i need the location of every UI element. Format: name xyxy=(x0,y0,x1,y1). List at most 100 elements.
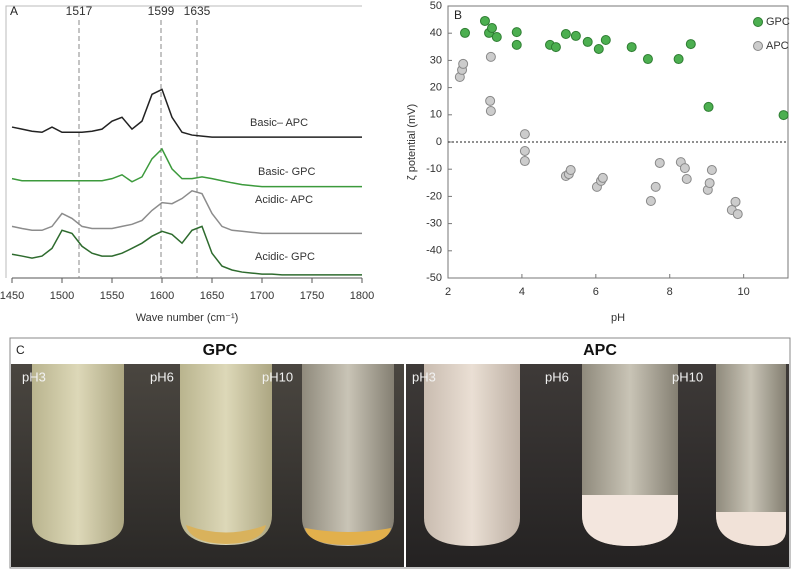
data-point xyxy=(732,209,743,220)
data-point xyxy=(704,178,715,189)
sediment xyxy=(186,525,266,544)
data-point xyxy=(681,173,692,184)
panel-frame xyxy=(5,5,362,278)
annotation-label: 1517 xyxy=(66,4,93,18)
series-label: Acidic- APC xyxy=(255,194,313,206)
annotation-label: 1635 xyxy=(184,4,211,18)
y-tick-label: 0 xyxy=(436,136,442,148)
x-tick-label: 1500 xyxy=(50,290,74,302)
series-label: Basic- GPC xyxy=(258,166,316,178)
data-point xyxy=(706,165,717,176)
data-point xyxy=(582,36,593,47)
data-point xyxy=(519,129,530,140)
tube-label: pH3 xyxy=(22,369,46,384)
y-axis-label: ζ potential (mV) xyxy=(406,104,418,180)
series-label: Acidic- GPC xyxy=(255,251,315,263)
data-point xyxy=(593,43,604,54)
group-title: APC xyxy=(583,342,617,359)
legend-marker xyxy=(753,41,763,51)
x-tick-label: 1700 xyxy=(250,290,274,302)
tube-label: pH6 xyxy=(545,369,569,384)
sediment xyxy=(305,528,391,545)
panel-label: C xyxy=(16,343,25,357)
panel-b: B -50 -40 -30 -20 -10 0 10 20 30 40 50 2 4 6 8 10 pH ζ pot… xyxy=(406,0,790,324)
data-point xyxy=(626,42,637,53)
data-point xyxy=(519,145,530,156)
data-point xyxy=(673,54,684,65)
data-point xyxy=(650,181,661,192)
y-tick-label: -30 xyxy=(426,218,442,230)
legend-label: APC xyxy=(766,40,789,52)
y-tick-label: -50 xyxy=(426,272,442,284)
sediment xyxy=(582,495,678,546)
y-tick-label: 30 xyxy=(430,54,442,66)
spectrum xyxy=(11,225,362,276)
panel-label: B xyxy=(454,8,462,22)
data-point xyxy=(778,110,789,121)
data-point xyxy=(519,156,530,167)
y-tick-label: 20 xyxy=(430,82,442,94)
legend-marker xyxy=(753,17,763,27)
data-point xyxy=(703,101,714,112)
tube-label: pH3 xyxy=(412,369,436,384)
data-point xyxy=(491,32,502,43)
tube xyxy=(424,364,520,546)
data-point xyxy=(645,196,656,207)
data-point xyxy=(511,39,522,50)
x-tick-label: 1550 xyxy=(100,290,124,302)
data-point xyxy=(458,58,469,69)
data-point xyxy=(730,196,741,207)
y-tick-label: 50 xyxy=(430,0,442,12)
data-point xyxy=(642,54,653,65)
data-point xyxy=(570,30,581,41)
y-tick-label: -20 xyxy=(426,190,442,202)
tube xyxy=(32,364,124,545)
legend-label: GPC xyxy=(766,16,790,28)
x-tick-label: 1650 xyxy=(200,290,224,302)
x-axis-label: Wave number (cm⁻¹) xyxy=(136,312,239,324)
panel-a: A 1450 1500 1550 1600 1650 1700 1750 1800 Wave nu… xyxy=(0,4,374,324)
data-point xyxy=(565,165,576,176)
spectrum xyxy=(11,147,362,188)
tube xyxy=(180,364,272,545)
x-tick-label: 1600 xyxy=(150,290,174,302)
data-point xyxy=(486,23,497,34)
panel-c: C GPC pH3 pH6 pH10 APC pH3 pH6 pH10 xyxy=(9,337,791,569)
annotation-label: 1599 xyxy=(148,4,175,18)
y-tick-label: -40 xyxy=(426,245,442,257)
y-tick-label: 10 xyxy=(430,109,442,121)
data-point xyxy=(685,39,696,50)
data-point xyxy=(679,163,690,174)
data-point xyxy=(597,172,608,183)
x-tick-label: 2 xyxy=(445,286,451,298)
data-point xyxy=(485,51,496,62)
tube-label: pH6 xyxy=(150,369,174,384)
spectrum xyxy=(11,189,362,235)
x-tick-label: 6 xyxy=(593,286,599,298)
panel-label: A xyxy=(10,4,18,18)
tube-label: pH10 xyxy=(672,369,703,384)
data-point xyxy=(550,42,561,53)
x-tick-label: 10 xyxy=(738,286,750,298)
data-point xyxy=(479,15,490,26)
spectrum xyxy=(11,88,362,138)
data-point xyxy=(600,35,611,45)
tube xyxy=(716,364,786,546)
x-tick-label: 1450 xyxy=(0,290,24,302)
data-point xyxy=(460,27,470,38)
data-point xyxy=(485,95,496,106)
tube xyxy=(302,364,394,546)
data-point xyxy=(485,105,496,116)
data-point xyxy=(560,29,571,40)
sediment xyxy=(716,512,786,546)
x-axis-label: pH xyxy=(611,312,625,324)
series-label: Basic– APC xyxy=(250,117,308,129)
tube-label: pH10 xyxy=(262,369,293,384)
group-title: GPC xyxy=(203,342,238,359)
y-tick-label: 40 xyxy=(430,27,442,39)
data-point xyxy=(654,157,665,168)
x-tick-label: 1800 xyxy=(350,290,374,302)
y-tick-label: -10 xyxy=(426,163,442,175)
x-tick-label: 4 xyxy=(519,286,525,298)
